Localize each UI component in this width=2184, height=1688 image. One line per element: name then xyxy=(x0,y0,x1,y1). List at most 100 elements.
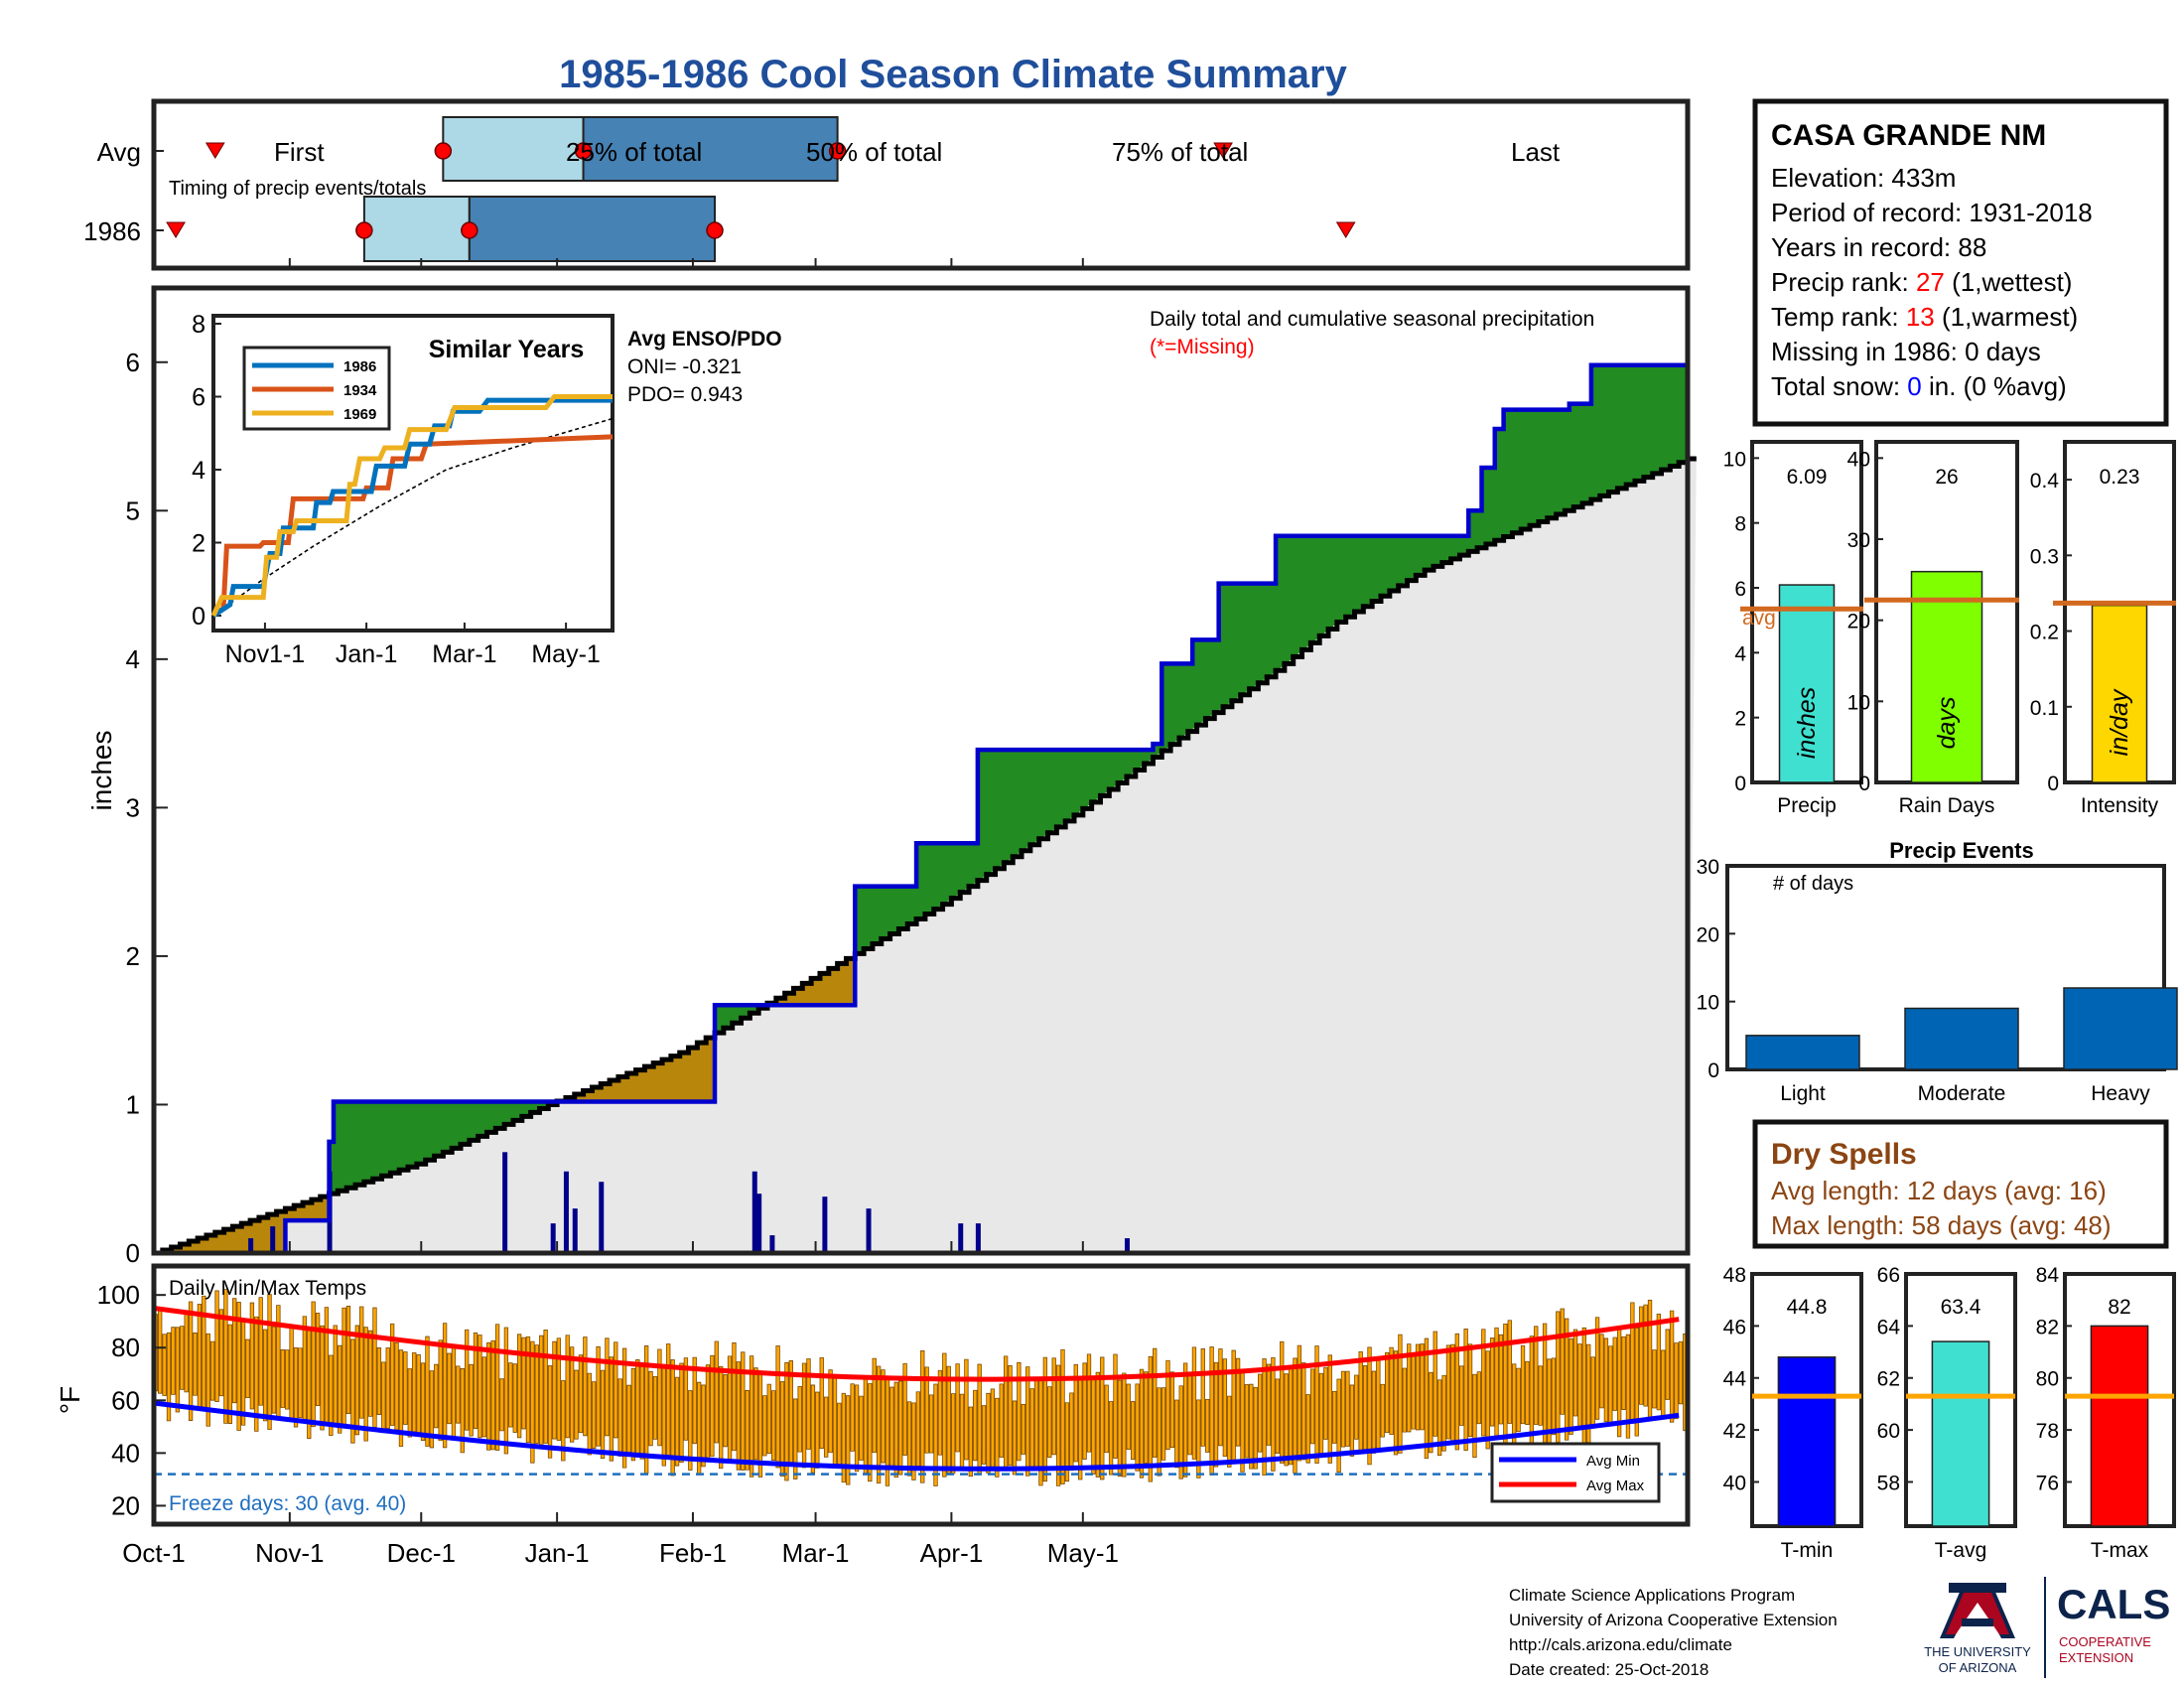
precip-ytick-label-3: 3 xyxy=(126,792,140,822)
inset-marks: 0 2 4 6 8 Nov1-1 Jan-1 Mar-1 May-1 xyxy=(192,311,614,668)
inset-average-line xyxy=(212,417,614,617)
timing-first-label: First xyxy=(274,137,325,167)
snow-prefix: Total snow: xyxy=(1771,371,1907,401)
university-logo: THE UNIVERSITY OF ARIZONA CALS COOPERATI… xyxy=(1924,1577,2170,1678)
temperature-bar-charts: 40 42 44 46 48 44.8 T-min 58 60 62 64 66 63.4 T-avg 76… xyxy=(1723,1264,2176,1562)
coop-line-2: EXTENSION xyxy=(2059,1650,2133,1665)
inset-xtick-label-1: Jan-1 xyxy=(336,640,398,668)
coop-line-1: COOPERATIVE xyxy=(2059,1634,2151,1649)
events-ytick-label-0: 0 xyxy=(1707,1059,1719,1082)
timing-dot-q50 xyxy=(461,221,478,239)
timing-triangle-first xyxy=(166,221,186,238)
ua-line-2: OF ARIZONA xyxy=(1939,1660,2017,1675)
inset-ytick-label-4: 8 xyxy=(192,311,205,339)
dry-spells-avg: Avg length: 12 days (avg: 16) xyxy=(1771,1176,2107,1205)
station-elevation: Elevation: 433m xyxy=(1771,163,1956,193)
timing-band-q50-q75 xyxy=(468,196,717,262)
temp-ytick-label-1: 40 xyxy=(111,1438,140,1468)
summary-0-ytick-label-4: 8 xyxy=(1734,513,1746,536)
precip-ytick-label-1: 1 xyxy=(126,1089,140,1119)
summary-1-ytick-label-1: 10 xyxy=(1847,691,1870,714)
events-ytick-label-3: 30 xyxy=(1697,856,1719,879)
timing-panel: Avg 1986 Timing of precip events/totals … xyxy=(83,98,1691,271)
daily-precip-bar-8 xyxy=(751,1171,757,1253)
precip-rank-value: 27 xyxy=(1916,267,1945,297)
summary-0-ytick-label-2: 4 xyxy=(1734,642,1746,665)
timing-caption: Timing of precip events/totals xyxy=(169,178,426,200)
precip-ytick-label-0: 0 xyxy=(126,1238,140,1268)
x-tick-label-2: Dec-1 xyxy=(387,1538,456,1568)
events-marks: 0 10 20 30 Light Moderate Heavy xyxy=(1697,856,2178,1105)
timing-band-q25-q50 xyxy=(362,196,471,262)
events-y-label: # of days xyxy=(1773,873,1853,895)
similar-years-inset: 0 2 4 6 8 Nov1-1 Jan-1 Mar-1 May-1 Similar Years… xyxy=(192,311,614,668)
block-a-icon xyxy=(1940,1583,2015,1638)
inset-xtick-label-3: May-1 xyxy=(531,640,600,668)
enso-oni: ONI= -0.321 xyxy=(627,355,742,378)
summary-label-0: Precip xyxy=(1777,794,1837,817)
dry-spells-box: Dry Spells Avg length: 12 days (avg: 16)… xyxy=(1752,1119,2169,1249)
station-info-box: CASA GRANDE NM Elevation: 433m Period of… xyxy=(1752,98,2169,427)
temp-panel: 20 40 60 80 100 Daily Min/Max Temps °F Freez… xyxy=(55,1263,1691,1527)
tbar-0-ytick-label-3: 46 xyxy=(1723,1316,1746,1338)
tbar-label-0: T-min xyxy=(1781,1539,1834,1562)
avg-min-line xyxy=(153,1400,1680,1472)
timing-row-year-label: 1986 xyxy=(83,216,141,246)
tbar-1-ytick-label-1: 60 xyxy=(1877,1420,1900,1443)
temp-ytick-label-3: 80 xyxy=(111,1333,140,1362)
snow-suffix: in. (0 %avg) xyxy=(1922,371,2067,401)
station-name: CASA GRANDE NM xyxy=(1771,119,2046,152)
inset-title: Similar Years xyxy=(429,336,585,363)
summary-2-ytick-label-2: 0.2 xyxy=(2030,622,2059,644)
x-tick-label-0: Oct-1 xyxy=(122,1538,186,1568)
station-frame xyxy=(1752,98,2169,427)
daily-precip-bar-4 xyxy=(550,1223,556,1253)
timing-dot-q25 xyxy=(355,221,373,239)
daily-precip-bar-0 xyxy=(248,1238,254,1253)
inset-ytick-label-0: 0 xyxy=(192,603,205,631)
average-cumulative-line xyxy=(154,456,1697,1256)
cals-wordmark: CALS xyxy=(2057,1581,2170,1627)
dry-spells-frame xyxy=(1752,1119,2169,1249)
temp-rank-suffix: (1,warmest) xyxy=(1935,302,2078,332)
tbar-value-0: 44.8 xyxy=(1787,1296,1828,1319)
precip-frame xyxy=(151,285,1691,1256)
events-bar-moderate xyxy=(1904,1007,2019,1070)
legend-label-1986: 1986 xyxy=(343,358,376,375)
timing-dot-q50 xyxy=(574,142,593,160)
tbar-1-ytick-label-3: 64 xyxy=(1877,1316,1901,1338)
summary-unit-1: days xyxy=(1933,697,1961,750)
timing-row-avg-label: Avg xyxy=(97,137,141,167)
summary-unit-2: in/day xyxy=(2106,688,2133,756)
x-tick-label-6: Apr-1 xyxy=(920,1538,984,1568)
timing-triangle-first xyxy=(205,142,225,159)
tbar-2-ytick-label-1: 78 xyxy=(2036,1420,2059,1443)
summary-1-ytick-label-2: 20 xyxy=(1847,611,1870,633)
dry-spells-title: Dry Spells xyxy=(1771,1138,1917,1171)
legend-label-avg-max: Avg Max xyxy=(1586,1477,1645,1494)
precip-ytick-label-4: 4 xyxy=(126,644,140,674)
average-cumulative-area xyxy=(154,458,1697,1253)
tbar-2-ytick-label-0: 76 xyxy=(2036,1472,2059,1494)
summary-1-ytick-label-3: 30 xyxy=(1847,529,1870,552)
legend-label-avg-min: Avg Min xyxy=(1586,1453,1640,1470)
summary-bar-0 xyxy=(1778,584,1836,783)
temp-y-label: °F xyxy=(55,1386,85,1414)
events-ytick-label-1: 10 xyxy=(1697,992,1719,1015)
inset-line-1969 xyxy=(210,394,613,618)
station-missing: Missing in 1986: 0 days xyxy=(1771,337,2041,366)
x-tick-label-5: Mar-1 xyxy=(782,1538,850,1568)
summary-bar-1 xyxy=(1910,570,1983,783)
precip-y-ticks: 0 1 2 3 4 5 6 xyxy=(126,348,168,1268)
summary-2-ytick-label-1: 0.1 xyxy=(2030,697,2059,720)
timing-band-q25-q50 xyxy=(442,116,585,182)
summary-2-ytick-label-0: 0 xyxy=(2047,773,2059,795)
events-ytick-label-2: 20 xyxy=(1697,923,1719,946)
footer-line-2: University of Arizona Cooperative Extens… xyxy=(1509,1611,1838,1629)
station-precip-rank: Precip rank: 27 (1,wettest) xyxy=(1771,267,2072,297)
avg-max-line xyxy=(153,1305,1680,1382)
station-period: Period of record: 1931-2018 xyxy=(1771,198,2093,227)
summary-bar-charts: 0 2 4 6 8 10 6.09 Precip inches avg 0 10 20 30 40 26 Rai… xyxy=(1723,440,2176,817)
snow-value: 0 xyxy=(1907,371,1921,401)
